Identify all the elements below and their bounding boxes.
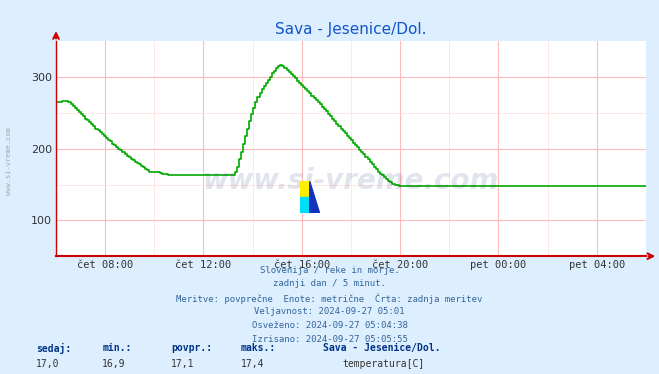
Text: min.:: min.:: [102, 343, 132, 353]
Text: 17,0: 17,0: [36, 359, 60, 369]
Text: povpr.:: povpr.:: [171, 343, 212, 353]
Text: www.si-vreme.com: www.si-vreme.com: [5, 127, 12, 195]
Text: Slovenija / reke in morje.: Slovenija / reke in morje.: [260, 266, 399, 275]
Polygon shape: [310, 181, 320, 213]
Text: zadnji dan / 5 minut.: zadnji dan / 5 minut.: [273, 279, 386, 288]
Text: sedaj:: sedaj:: [36, 343, 71, 354]
Title: Sava - Jesenice/Dol.: Sava - Jesenice/Dol.: [275, 22, 426, 37]
Text: Veljavnost: 2024-09-27 05:01: Veljavnost: 2024-09-27 05:01: [254, 307, 405, 316]
Text: www.si-vreme.com: www.si-vreme.com: [203, 167, 499, 195]
Text: 16,9: 16,9: [102, 359, 126, 369]
Text: Osveženo: 2024-09-27 05:04:38: Osveženo: 2024-09-27 05:04:38: [252, 321, 407, 330]
Text: 17,4: 17,4: [241, 359, 264, 369]
Text: 17,1: 17,1: [171, 359, 195, 369]
Text: Meritve: povprečne  Enote: metrične  Črta: zadnja meritev: Meritve: povprečne Enote: metrične Črta:…: [177, 293, 482, 304]
Text: maks.:: maks.:: [241, 343, 275, 353]
Polygon shape: [300, 197, 310, 213]
Text: Sava - Jesenice/Dol.: Sava - Jesenice/Dol.: [323, 343, 440, 353]
Text: temperatura[C]: temperatura[C]: [343, 359, 425, 369]
Polygon shape: [300, 181, 310, 197]
Text: Izrisano: 2024-09-27 05:05:55: Izrisano: 2024-09-27 05:05:55: [252, 335, 407, 344]
